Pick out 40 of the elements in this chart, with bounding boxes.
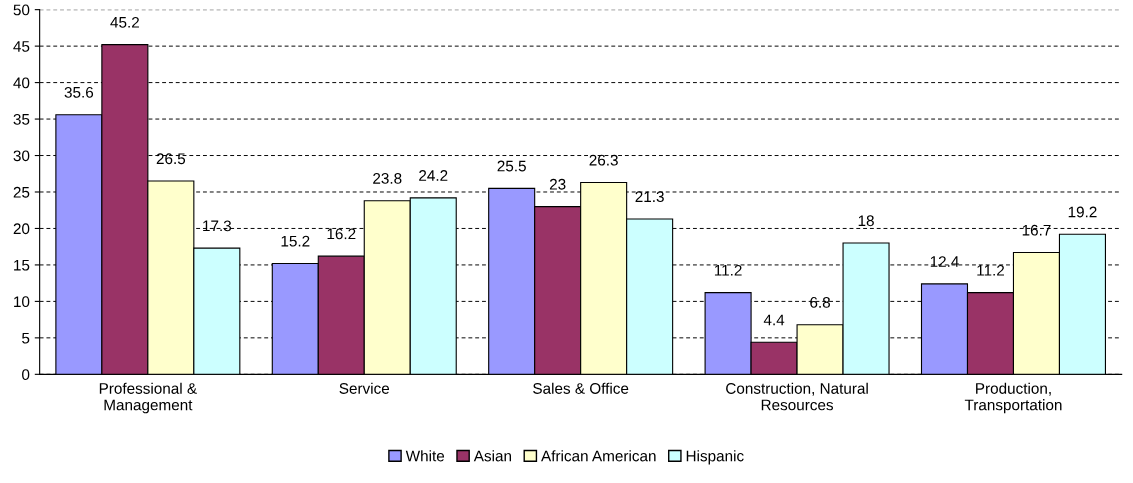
y-tick-label: 25 <box>13 186 30 198</box>
y-tick-label: 0 <box>22 369 30 381</box>
legend-label: White <box>405 450 445 462</box>
data-label: 16.2 <box>327 228 356 240</box>
data-label: 19.2 <box>1068 206 1097 218</box>
x-tick-label: Professional & Management <box>99 382 197 414</box>
data-label: 25.5 <box>497 160 526 172</box>
y-tick-label: 30 <box>13 150 30 162</box>
y-tick-label: 35 <box>13 113 30 125</box>
data-label: 11.2 <box>714 264 742 276</box>
data-label: 15.2 <box>281 235 310 247</box>
legend-label: Asian <box>473 450 511 462</box>
x-tick-label: Production, Transportation <box>964 382 1062 414</box>
data-label: 4.4 <box>763 314 785 326</box>
data-label: 24.2 <box>419 170 448 181</box>
y-tick-label: 5 <box>22 332 30 344</box>
data-label: 6.8 <box>810 297 831 308</box>
data-label: 21.3 <box>635 191 664 203</box>
y-tick-label: 45 <box>13 41 30 52</box>
y-tick-label: 10 <box>14 296 30 308</box>
data-label: 26.3 <box>589 154 618 166</box>
x-tick-label: Construction, Natural Resources <box>726 382 868 411</box>
data-label: 23 <box>549 178 566 190</box>
y-tick-label: 20 <box>13 223 30 235</box>
legend-label: African American <box>541 450 656 462</box>
legend-label: Hispanic <box>686 450 744 465</box>
data-label: 17.3 <box>203 220 232 232</box>
data-label: 35.6 <box>64 86 94 98</box>
y-tick-label: 40 <box>13 77 30 89</box>
x-tick-label: Sales & Office <box>533 382 629 394</box>
data-label: 11.2 <box>977 264 1005 276</box>
x-tick-label: Service <box>339 382 390 394</box>
y-tick-label: 15 <box>14 259 30 271</box>
data-label: 26.5 <box>156 153 186 165</box>
data-label: 16.7 <box>1022 224 1051 236</box>
data-label: 18 <box>858 215 874 227</box>
data-label: 23.8 <box>373 173 402 184</box>
data-label: 12.4 <box>930 256 959 267</box>
data-label: 45.2 <box>110 16 139 28</box>
y-tick-label: 50 <box>13 4 30 16</box>
